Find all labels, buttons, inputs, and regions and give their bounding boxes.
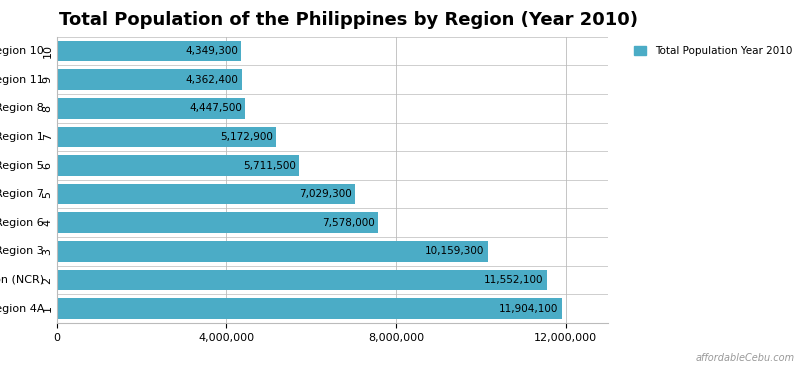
Text: 4,362,400: 4,362,400 xyxy=(186,75,238,85)
Text: 5,172,900: 5,172,900 xyxy=(220,132,272,142)
Text: Total Population of the Philippines by Region (Year 2010): Total Population of the Philippines by R… xyxy=(59,11,638,29)
Text: Region 7: Region 7 xyxy=(0,189,44,199)
Text: 11,904,100: 11,904,100 xyxy=(499,304,558,314)
Text: 5,711,500: 5,711,500 xyxy=(242,160,296,171)
Text: Region 8: Region 8 xyxy=(0,103,44,113)
Text: 7,029,300: 7,029,300 xyxy=(298,189,352,199)
Bar xyxy=(57,212,378,233)
Text: 7,578,000: 7,578,000 xyxy=(322,218,375,228)
Bar xyxy=(57,241,487,262)
Text: 10,159,300: 10,159,300 xyxy=(425,246,484,257)
Text: 11,552,100: 11,552,100 xyxy=(484,275,543,285)
Text: 4,447,500: 4,447,500 xyxy=(189,103,242,113)
Text: affordableCebu.com: affordableCebu.com xyxy=(696,353,795,363)
Text: 4,349,300: 4,349,300 xyxy=(185,46,238,56)
Text: Region 6: Region 6 xyxy=(0,218,44,228)
Text: Region 4A: Region 4A xyxy=(0,304,44,314)
Bar xyxy=(57,155,299,176)
Bar xyxy=(57,41,242,61)
Text: National Capital Region (NCR): National Capital Region (NCR) xyxy=(0,275,44,285)
Bar xyxy=(57,270,547,290)
Text: Region 1: Region 1 xyxy=(0,132,44,142)
Bar xyxy=(57,127,277,147)
Bar xyxy=(57,98,246,119)
Bar xyxy=(57,184,355,204)
Text: Region 10: Region 10 xyxy=(0,46,44,56)
Text: Region 5: Region 5 xyxy=(0,160,44,171)
Text: Region 3: Region 3 xyxy=(0,246,44,257)
Bar xyxy=(57,298,562,319)
Text: Region 11: Region 11 xyxy=(0,75,44,85)
Bar xyxy=(57,69,242,90)
Legend: Total Population Year 2010: Total Population Year 2010 xyxy=(629,42,796,61)
